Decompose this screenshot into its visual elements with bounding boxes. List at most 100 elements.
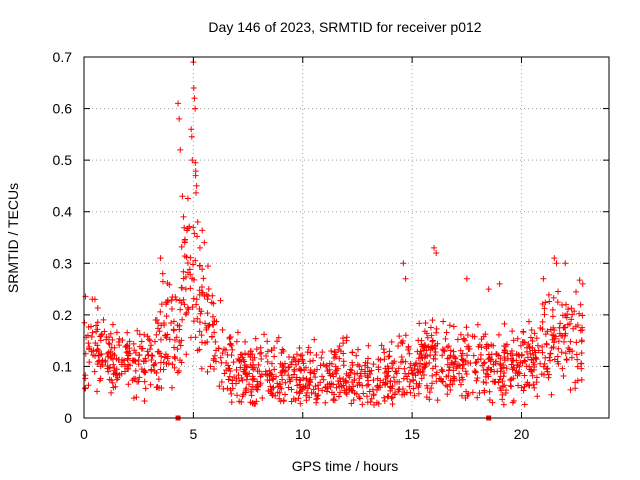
data-point (307, 349, 314, 356)
data-point (226, 365, 233, 372)
data-point (476, 389, 483, 396)
data-point (235, 355, 242, 362)
data-point (187, 334, 194, 341)
data-point (254, 368, 261, 375)
data-point (248, 392, 255, 399)
data-point-peak (192, 105, 199, 112)
data-point (410, 385, 417, 392)
data-point (546, 354, 553, 361)
data-point (429, 338, 436, 345)
data-point (331, 397, 338, 404)
data-point (239, 354, 246, 361)
data-point (544, 365, 551, 372)
data-point (134, 327, 141, 334)
data-point (568, 354, 575, 361)
data-point (93, 328, 100, 335)
data-point (563, 356, 570, 363)
data-point (223, 367, 230, 374)
data-point (546, 298, 553, 305)
data-point (534, 393, 541, 400)
data-point (131, 347, 138, 354)
data-point (390, 360, 397, 367)
data-point (296, 345, 303, 352)
data-point (522, 358, 529, 365)
data-point (191, 276, 198, 283)
data-point (217, 354, 224, 361)
data-point (501, 346, 508, 353)
data-point (572, 385, 579, 392)
data-point (125, 355, 132, 362)
data-point (227, 341, 234, 348)
data-point (543, 366, 550, 373)
data-point (498, 365, 505, 372)
data-point (412, 372, 419, 379)
data-point (487, 358, 494, 365)
data-point (200, 275, 207, 282)
data-point (349, 362, 356, 369)
data-point (241, 366, 248, 373)
data-point (378, 342, 385, 349)
plot-frame (83, 56, 610, 419)
data-point (447, 386, 454, 393)
data-point (183, 309, 190, 316)
data-point (510, 337, 517, 344)
data-point (406, 350, 413, 357)
data-point (351, 376, 358, 383)
data-point-peak (192, 172, 199, 179)
data-point (270, 384, 277, 391)
data-point (275, 383, 282, 390)
data-point-peak (400, 260, 407, 267)
data-point (520, 339, 527, 346)
data-point (230, 359, 237, 366)
data-point (521, 372, 528, 379)
data-point (527, 350, 534, 357)
data-point (294, 382, 301, 389)
data-point (94, 346, 101, 353)
data-point (559, 365, 566, 372)
data-point (268, 347, 275, 354)
data-point (550, 294, 557, 301)
data-point (452, 354, 459, 361)
data-point (573, 351, 580, 358)
data-point-peak (189, 157, 196, 164)
data-point (145, 336, 152, 343)
data-point (490, 361, 497, 368)
data-point (122, 363, 129, 370)
data-point (414, 348, 421, 355)
data-point (514, 372, 521, 379)
data-point (557, 320, 564, 327)
y-tick-label: 0.7 (53, 49, 73, 65)
data-point (233, 366, 240, 373)
data-point (451, 360, 458, 367)
data-point (181, 252, 188, 259)
data-point (440, 318, 447, 325)
data-point (367, 398, 374, 405)
data-point (437, 375, 444, 382)
data-point (333, 384, 340, 391)
data-point (157, 359, 164, 366)
data-point (216, 383, 223, 390)
data-point (574, 356, 581, 363)
data-point (569, 311, 576, 318)
data-point (407, 389, 414, 396)
data-point (336, 375, 343, 382)
data-point (450, 323, 457, 330)
data-point (533, 374, 540, 381)
data-point (108, 344, 115, 351)
data-point (503, 387, 510, 394)
data-point (90, 347, 97, 354)
data-point (145, 352, 152, 359)
data-point (198, 332, 205, 339)
data-point (170, 318, 177, 325)
data-point (407, 360, 414, 367)
data-point (296, 365, 303, 372)
data-point (388, 395, 395, 402)
data-point (359, 401, 366, 408)
data-point (277, 369, 284, 376)
data-point (156, 384, 163, 391)
data-point (402, 370, 409, 377)
data-point (429, 380, 436, 387)
data-point (184, 225, 191, 232)
data-point (171, 336, 178, 343)
data-point (221, 370, 228, 377)
